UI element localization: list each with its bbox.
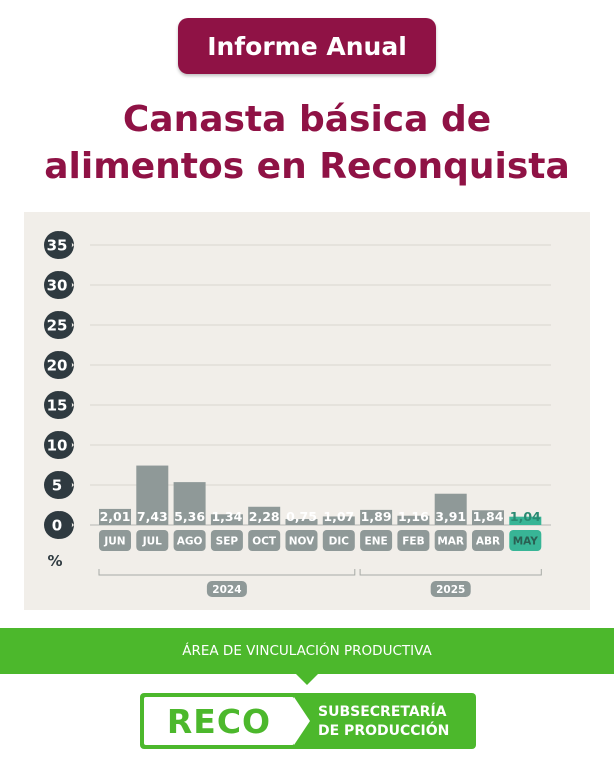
value-label-mar: 3,91 — [435, 509, 466, 524]
category-label-jun: JUN — [103, 536, 125, 548]
y-tick-label-30: 30 — [47, 277, 68, 295]
logo-arrow-icon — [294, 697, 310, 745]
category-pill-nov — [285, 530, 318, 551]
bar-oct — [248, 506, 281, 525]
y-tick-label-35: 35 — [47, 237, 68, 255]
value-label-abr: 1,84 — [473, 509, 504, 524]
bar-chart: 05101520253035%2,01JUN7,43JUL5,36AGO1,34… — [44, 231, 551, 597]
year-pill-2025 — [430, 581, 471, 597]
bar-jul — [136, 465, 169, 525]
value-label-nov: 0,75 — [286, 509, 317, 524]
banner-pointer — [295, 673, 319, 685]
title-line-1: Canasta básica de — [122, 99, 492, 140]
category-pill-jun — [99, 530, 131, 551]
report-badge: Informe Anual — [178, 18, 436, 74]
bar-ago — [173, 482, 206, 525]
bar-jun — [99, 508, 131, 525]
bar-abr — [472, 510, 504, 525]
y-tick-label-10: 10 — [47, 437, 68, 455]
bar-ene — [360, 509, 393, 525]
category-pill-sep — [210, 530, 243, 551]
y-tick-label-15: 15 — [47, 397, 68, 415]
category-label-nov: NOV — [289, 536, 315, 548]
logo-text: SUBSECRETARÍA DE PRODUCCIÓN — [318, 703, 449, 741]
y-tick-label-25: 25 — [47, 317, 68, 335]
category-label-ago: AGO — [177, 536, 203, 548]
y-tick-label-5: 5 — [52, 477, 62, 495]
year-bracket-2025 — [359, 569, 542, 576]
bar-feb — [397, 515, 430, 525]
category-pill-feb — [397, 530, 430, 551]
y-unit-label: % — [47, 552, 62, 570]
category-label-may: MAY — [513, 536, 539, 548]
y-tick-marker-dot-30 — [44, 271, 72, 299]
category-label-jul: JUL — [142, 536, 162, 548]
category-pill-ago — [173, 530, 206, 551]
area-label: ÁREA DE VINCULACIÓN PRODUCTIVA — [182, 643, 432, 659]
year-pill-2024 — [206, 581, 247, 597]
value-label-feb: 1,16 — [398, 509, 429, 524]
value-label-may: 1,04 — [510, 509, 541, 524]
value-label-ago: 5,36 — [174, 509, 205, 524]
bar-dic — [322, 516, 355, 525]
logo-line-1: SUBSECRETARÍA — [318, 704, 447, 720]
bar-mar — [434, 493, 467, 525]
year-label-2024: 2024 — [212, 584, 241, 596]
category-label-abr: ABR — [476, 536, 500, 548]
y-tick-marker-dot-25 — [44, 311, 72, 339]
category-pill-dic — [322, 530, 355, 551]
y-tick-marker-dot-20 — [44, 351, 72, 379]
bar-sep — [210, 514, 243, 525]
year-label-2025: 2025 — [436, 584, 465, 596]
category-pill-abr — [472, 530, 504, 551]
y-tick-label-0: 0 — [52, 517, 62, 535]
y-tick-marker-dot-15 — [44, 391, 72, 419]
title-line-2: alimentos en Reconquista — [44, 146, 570, 187]
reco-logo: RECO SUBSECRETARÍA DE PRODUCCIÓN — [140, 693, 476, 749]
category-label-sep: SEP — [216, 536, 239, 548]
category-pill-mar — [434, 530, 467, 551]
value-label-oct: 2,28 — [249, 509, 280, 524]
category-label-oct: OCT — [252, 536, 277, 548]
value-label-ene: 1,89 — [361, 509, 392, 524]
value-label-jul: 7,43 — [137, 509, 168, 524]
logo-wordmark: RECO — [166, 701, 272, 741]
category-pill-may — [509, 530, 542, 551]
bar-nov — [285, 519, 318, 525]
category-label-ene: ENE — [365, 536, 388, 548]
y-tick-marker-dot-10 — [44, 431, 72, 459]
y-tick-label-20: 20 — [47, 357, 68, 375]
y-tick-marker-dot-5 — [44, 471, 72, 499]
year-bracket-2024 — [98, 569, 356, 576]
logo-wordmark-box: RECO — [144, 697, 294, 745]
category-pill-oct — [248, 530, 281, 551]
y-tick-marker-dot-0 — [44, 511, 72, 539]
y-tick-marker-dot-35 — [44, 231, 72, 259]
bar-may — [509, 516, 542, 525]
area-banner: ÁREA DE VINCULACIÓN PRODUCTIVA — [0, 628, 614, 674]
category-label-feb: FEB — [402, 536, 424, 548]
category-pill-ene — [360, 530, 393, 551]
logo-line-2: DE PRODUCCIÓN — [318, 723, 450, 739]
category-pill-jul — [136, 530, 169, 551]
category-label-dic: DIC — [329, 536, 350, 548]
category-label-mar: MAR — [437, 536, 464, 548]
value-label-dic: 1,07 — [323, 509, 354, 524]
page-title: Canasta básica de alimentos en Reconquis… — [0, 96, 614, 190]
value-label-jun: 2,01 — [100, 509, 131, 524]
value-label-sep: 1,34 — [211, 509, 242, 524]
